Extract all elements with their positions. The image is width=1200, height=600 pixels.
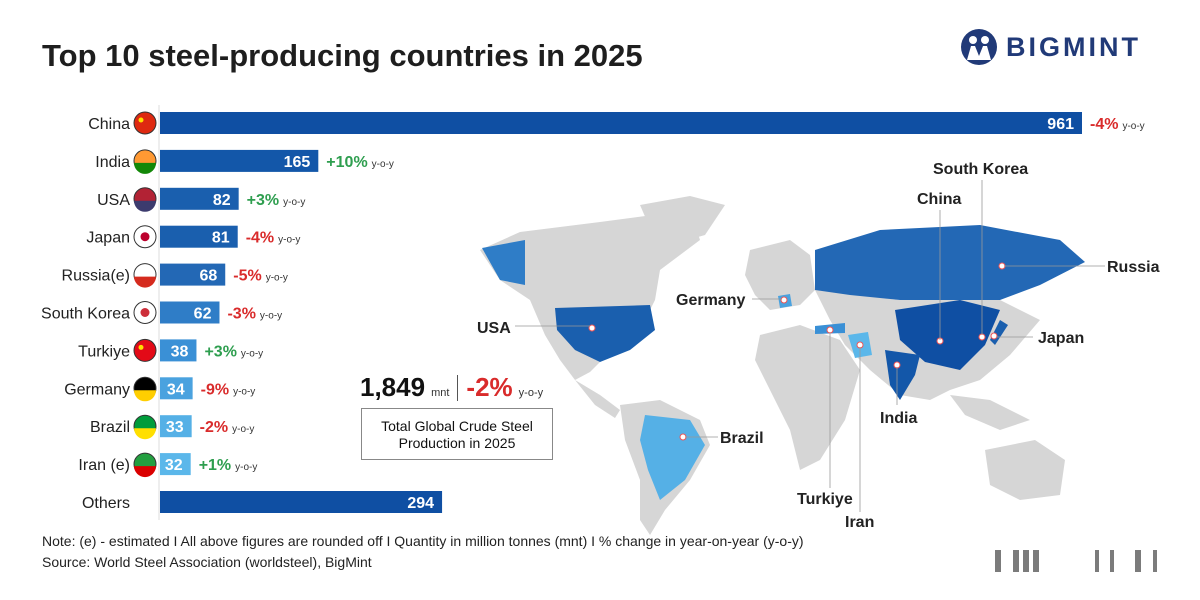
page-title: Top 10 steel-producing countries in 2025 (42, 38, 643, 73)
bar (160, 491, 443, 513)
map-label-brazil: Brazil (720, 430, 764, 447)
category-label: China (88, 116, 130, 133)
category-label: Japan (86, 230, 130, 247)
map-southeast-asia (950, 395, 1030, 430)
bar (160, 187, 239, 210)
yoy-change: +3% y-o-y (247, 192, 306, 209)
value-label: 38 (171, 343, 189, 360)
china-flag-emblem (138, 117, 144, 123)
value-label: 165 (284, 154, 311, 171)
category-label: Turkiye (78, 343, 130, 360)
yoy-change: -5% y-o-y (233, 268, 288, 285)
map-russia (815, 225, 1085, 300)
value-label: 33 (166, 419, 184, 436)
bar (160, 301, 220, 324)
value-label: 82 (213, 192, 231, 209)
map-label-south-korea: South Korea (933, 161, 1028, 178)
map-label-usa: USA (477, 320, 511, 337)
usa-flag-stripe (134, 200, 156, 212)
india-flag-stripe (134, 162, 156, 174)
value-label: 34 (167, 381, 185, 398)
yoy-change: -4% y-o-y (1090, 116, 1145, 133)
map-label-china: China (917, 191, 962, 208)
bar (160, 339, 197, 362)
map-label-india: India (880, 410, 917, 427)
value-label: 294 (407, 495, 434, 512)
total-value: 1,849 (360, 372, 426, 402)
category-label: Germany (64, 381, 130, 398)
germany-flag-stripe (134, 390, 156, 402)
watermark (995, 550, 1157, 572)
bar (160, 415, 192, 438)
total-change: -2% (466, 372, 513, 402)
category-label: Iran (e) (78, 457, 130, 474)
map-china (895, 300, 1000, 370)
map-label-germany: Germany (676, 292, 745, 309)
map-usa (555, 305, 655, 362)
bar (160, 149, 319, 172)
total-label-line1: Total Global Crude Steel (381, 418, 533, 434)
value-label: 81 (212, 230, 230, 247)
turkiye-flag-emblem (138, 344, 144, 350)
yoy-change: -9% y-o-y (201, 381, 256, 398)
total-label-line2: Production in 2025 (398, 435, 516, 451)
map-north-america (480, 210, 700, 380)
yoy-change: -2% y-o-y (200, 419, 255, 436)
china-flag-icon (133, 111, 157, 135)
map-india (885, 350, 920, 400)
iran-flag-stripe (134, 466, 156, 478)
yoy-change: -4% y-o-y (246, 230, 301, 247)
japan-flag-emblem (140, 232, 150, 242)
source: Source: World Steel Association (worldst… (42, 554, 372, 570)
category-label: Others (82, 495, 130, 512)
yoy-change: +1% y-o-y (199, 457, 258, 474)
bigmint-logo: BIGMINT (960, 28, 1141, 66)
yoy-change: +10% y-o-y (326, 154, 394, 171)
map-label-japan: Japan (1038, 330, 1084, 347)
total-unit: mnt (431, 387, 450, 399)
bar (160, 225, 238, 248)
bigmint-logo-icon (961, 29, 997, 65)
total-label-box: Total Global Crude Steel Production in 2… (361, 408, 553, 460)
map-brazil (640, 415, 705, 500)
map-label-russia: Russia (1107, 259, 1160, 276)
divider (457, 374, 459, 401)
category-label: Russia(e) (62, 268, 130, 285)
total-yoy: y-o-y (518, 387, 544, 399)
footnote: Note: (e) - estimated I All above figure… (42, 533, 804, 549)
world-map: South Korea China Russia Germany USA Jap… (477, 161, 1160, 535)
map-label-iran: Iran (845, 514, 874, 531)
turkiye-flag-icon (133, 338, 157, 362)
yoy-change: +3% y-o-y (204, 343, 263, 360)
brazil-flag-stripe (134, 428, 156, 440)
category-label: India (95, 154, 130, 171)
value-label: 68 (199, 268, 217, 285)
map-europe (745, 240, 815, 310)
bar (160, 377, 193, 400)
map-australia (985, 440, 1065, 500)
south-korea-flag-emblem (140, 308, 150, 317)
bar (160, 263, 226, 286)
bar (160, 453, 191, 476)
value-label: 62 (194, 306, 212, 323)
map-greenland (640, 196, 725, 245)
brand-name: BIGMINT (1006, 31, 1141, 62)
map-central-america (575, 380, 620, 418)
value-label: 961 (1047, 116, 1074, 133)
map-canada-alaska (482, 240, 525, 285)
total-production: 1,849 mnt -2% y-o-y (360, 372, 543, 403)
russia-flag-stripe (134, 276, 156, 288)
category-label: South Korea (41, 306, 130, 323)
category-label: Brazil (90, 419, 130, 436)
yoy-change: -3% y-o-y (227, 306, 282, 323)
map-africa (755, 325, 860, 470)
bar (160, 112, 1082, 134)
value-label: 32 (165, 457, 183, 474)
map-label-turkiye: Turkiye (797, 491, 853, 508)
category-label: USA (97, 192, 130, 209)
